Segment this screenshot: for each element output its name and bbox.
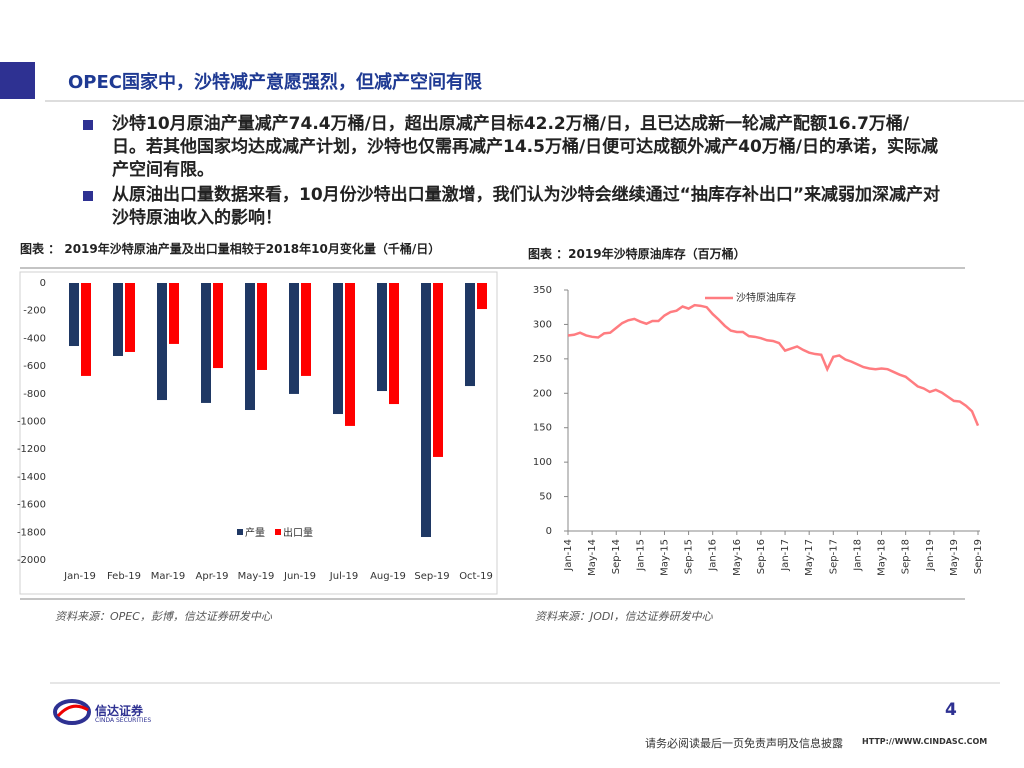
bar [213, 283, 223, 369]
x-tick-label: Sep-18 [901, 539, 912, 574]
x-tick-label: May-16 [732, 539, 743, 576]
y-tick-label: 0 [40, 278, 46, 289]
x-tick-label: Jan-17 [780, 539, 791, 572]
y-tick-label: 150 [533, 423, 552, 434]
bar [333, 283, 343, 415]
disclaimer: 请务必阅读最后一页免责声明及信息披露 [645, 737, 843, 750]
x-tick-label: May-18 [877, 539, 888, 576]
y-tick-label: -1800 [17, 527, 46, 538]
y-tick-label: -400 [23, 333, 46, 344]
url: HTTP://WWW.CINDASC.COM [862, 737, 988, 746]
y-tick-label: -600 [23, 361, 46, 372]
bullet-text: 从原油出口量数据来看，10月份沙特出口量激增，我们认为沙特会继续通过“抽库存补出… [112, 185, 941, 228]
y-tick-label: 200 [533, 388, 552, 399]
bar [345, 283, 355, 426]
x-tick-label: Jun-19 [283, 571, 316, 582]
x-tick-label: Mar-19 [151, 571, 186, 582]
bar [81, 283, 91, 376]
y-tick-label: 50 [539, 492, 552, 503]
x-tick-label: May-14 [587, 539, 598, 576]
bar [421, 283, 431, 538]
page-number: 4 [945, 700, 957, 720]
x-tick-label: May-19 [949, 539, 960, 576]
chart-frame [19, 271, 498, 595]
bar [201, 283, 211, 403]
y-tick-label: -2000 [17, 555, 46, 566]
header-block [0, 62, 35, 99]
bar [301, 283, 311, 376]
slide-title: OPEC国家中，沙特减产意愿强烈，但减产空间有限 [68, 72, 482, 93]
x-tick-label: May-17 [804, 539, 815, 576]
x-tick-label: Jan-15 [635, 539, 646, 572]
logo-icon [56, 704, 89, 718]
bar [389, 283, 399, 405]
logo-text: CINDA SECURITIES [95, 717, 152, 724]
x-tick-label: Sep-16 [756, 539, 767, 574]
x-tick-label: Jan-18 [852, 539, 863, 572]
x-tick-label: Jan-16 [708, 539, 719, 572]
bar [113, 283, 123, 356]
y-tick-label: 300 [533, 319, 552, 330]
logo-icon [53, 699, 91, 725]
bar [125, 283, 135, 352]
x-tick-label: Jul-19 [329, 571, 358, 582]
x-tick-label: Apr-19 [196, 571, 229, 582]
chart-caption: 图表 ： 2019年沙特原油产量及出口量相较于2018年10月变化量（千桶/日） [20, 242, 441, 256]
logo-text: 信达证券 [95, 704, 144, 718]
bar [169, 283, 179, 344]
x-tick-label: Jan-14 [563, 539, 574, 572]
bullet-marker [83, 120, 93, 130]
legend-label: 产量 [245, 526, 265, 539]
y-tick-label: 100 [533, 457, 552, 468]
legend-swatch [237, 529, 243, 535]
bullet-marker [83, 191, 93, 201]
legend-label: 沙特原油库存 [736, 291, 796, 304]
bar [69, 283, 79, 347]
bar [377, 283, 387, 392]
bar [245, 283, 255, 411]
bar [477, 283, 487, 310]
x-tick-label: Oct-19 [459, 571, 493, 582]
y-tick-label: -1400 [17, 472, 46, 483]
bar [433, 283, 443, 457]
x-tick-label: May-15 [659, 539, 670, 576]
x-tick-label: Sep-19 [414, 571, 449, 582]
bullet-text: 沙特10月原油产量减产74.4万桶/日，超出原减产目标42.2万桶/日，且已达成… [112, 114, 939, 180]
x-tick-label: Sep-19 [973, 539, 984, 574]
legend-swatch [275, 529, 281, 535]
y-tick-label: -1200 [17, 444, 46, 455]
x-tick-label: Sep-17 [828, 539, 839, 574]
source-note: 资料来源：JODI，信达证券研发中心 [535, 610, 713, 623]
y-tick-label: -1600 [17, 500, 46, 511]
legend-label: 出口量 [283, 526, 313, 539]
bar [465, 283, 475, 387]
x-tick-label: May-19 [238, 571, 275, 582]
bar [157, 283, 167, 401]
x-tick-label: Jan-19 [63, 571, 96, 582]
x-tick-label: Aug-19 [370, 571, 406, 582]
y-tick-label: 0 [546, 526, 552, 537]
bar [257, 283, 267, 370]
x-tick-label: Jan-19 [925, 539, 936, 572]
source-note: 资料来源：OPEC，彭博，信达证券研发中心 [55, 610, 272, 623]
x-tick-label: Sep-15 [684, 539, 695, 574]
x-tick-label: Sep-14 [611, 539, 622, 574]
y-tick-label: -800 [23, 389, 46, 400]
line [567, 303, 980, 427]
bar [289, 283, 299, 394]
chart-caption: 图表 ：2019年沙特原油库存（百万桶） [528, 247, 746, 261]
y-tick-label: 250 [533, 354, 552, 365]
y-tick-label: -200 [23, 306, 46, 317]
y-tick-label: 350 [533, 285, 552, 296]
y-tick-label: -1000 [17, 417, 46, 428]
x-tick-label: Feb-19 [107, 571, 141, 582]
